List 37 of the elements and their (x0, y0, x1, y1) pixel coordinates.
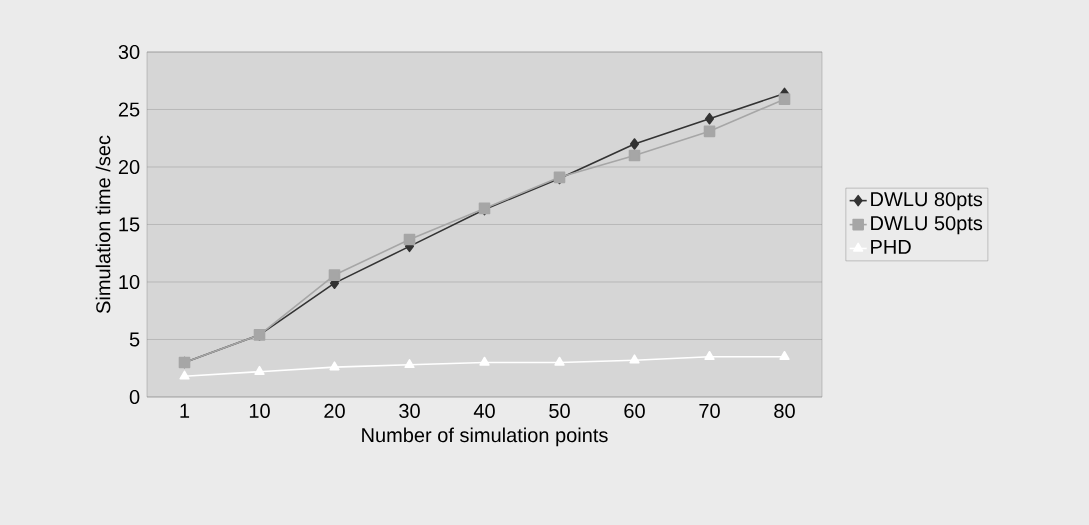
point (629, 138, 640, 150)
y-tick-label: 20 (118, 159, 140, 175)
x-tick-label: 70 (699, 403, 720, 419)
y-tick-label: 5 (129, 332, 140, 347)
x-tick-label: 1 (180, 403, 190, 418)
point (328, 269, 341, 281)
y-tick-label: 15 (119, 217, 140, 232)
legend-label: PHD (871, 240, 911, 254)
point (404, 359, 415, 369)
point (704, 350, 715, 361)
x-tick-label: 60 (624, 403, 645, 419)
point (629, 354, 640, 364)
point (254, 365, 265, 375)
point (479, 356, 490, 366)
y-tick-label: 0 (129, 389, 140, 405)
x-axis-title: Number of simulation points (362, 427, 608, 447)
legend-label: DWLU 50pts (871, 216, 983, 235)
y-tick-label: 10 (119, 274, 140, 290)
x-tick-label: 80 (774, 403, 795, 419)
x-tick-label: 10 (249, 403, 270, 419)
x-tick-label: 40 (473, 403, 495, 419)
point (703, 125, 716, 138)
y-axis-title: Simulation time /sec (95, 135, 111, 314)
point (628, 149, 641, 162)
point (778, 93, 791, 105)
point (554, 356, 565, 366)
y-tick-label: 30 (118, 44, 140, 60)
point (779, 350, 790, 361)
x-tick-label: 30 (399, 403, 420, 419)
legend-label: DWLU 80pts (871, 192, 983, 211)
point (403, 233, 416, 246)
point (179, 370, 190, 380)
point (704, 112, 715, 125)
x-tick-label: 50 (549, 403, 570, 419)
point (329, 361, 340, 371)
x-tick-label: 20 (324, 403, 345, 419)
y-tick-label: 25 (118, 102, 140, 117)
